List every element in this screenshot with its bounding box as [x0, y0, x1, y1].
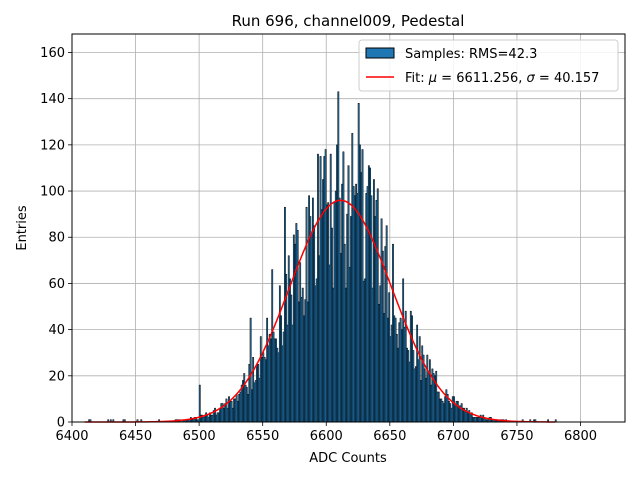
x-tick-label: 6450: [119, 429, 152, 444]
x-tick-label: 6750: [500, 429, 533, 444]
legend-fit-mu-eq: =: [437, 71, 456, 86]
legend-box: [358, 39, 619, 92]
legend-fit-sep: ,: [518, 71, 526, 86]
fit-curve: [84, 199, 556, 423]
legend-fit-prefix: Fit:: [405, 71, 429, 86]
x-axis-ticks: 6400 6450 6500 6550 6600 6650 6700 6750 6800: [55, 422, 597, 444]
x-tick-label: 6800: [564, 429, 597, 444]
x-tick-label: 6650: [373, 429, 406, 444]
legend-samples-label: Samples: RMS=42.3: [405, 47, 537, 62]
legend-fit-sigma-value: 40.157: [554, 71, 600, 86]
x-tick-label: 6400: [55, 429, 88, 444]
x-tick-label: 6500: [183, 429, 216, 444]
y-tick-label: 60: [48, 277, 65, 292]
legend-fit-mu-symbol: μ: [428, 71, 437, 86]
y-tick-label: 20: [48, 369, 65, 384]
x-axis-label: ADC Counts: [309, 451, 387, 466]
legend-samples-swatch: [365, 47, 395, 59]
y-tick-label: 0: [57, 416, 65, 431]
legend-fit-sigma-symbol: σ: [527, 71, 536, 86]
plot-frame: [71, 33, 626, 423]
y-tick-label: 140: [40, 92, 65, 107]
x-tick-label: 6600: [310, 429, 343, 444]
legend-fit-label: Fit: μ = 6611.256, σ = 40.157: [405, 71, 599, 86]
y-tick-label: 160: [40, 46, 65, 61]
y-tick-label: 120: [40, 138, 65, 153]
y-tick-label: 40: [48, 323, 65, 338]
chart-title: Run 696, channel009, Pedestal: [232, 12, 465, 30]
y-axis-label: Entries: [15, 205, 30, 251]
x-tick-label: 6700: [437, 429, 470, 444]
y-axis-ticks: 0 20 40 60 80 100 120 140 160: [40, 46, 72, 431]
histogram-bars: [88, 91, 557, 423]
y-tick-label: 80: [48, 231, 65, 246]
legend-fit-mu-value: 6611.256: [456, 71, 518, 86]
x-tick-label: 6550: [246, 429, 279, 444]
y-tick-label: 100: [40, 185, 65, 200]
legend: Samples: RMS=42.3 Fit: μ = 6611.256, σ =…: [358, 39, 619, 92]
legend-fit-sigma-eq: =: [535, 71, 554, 86]
